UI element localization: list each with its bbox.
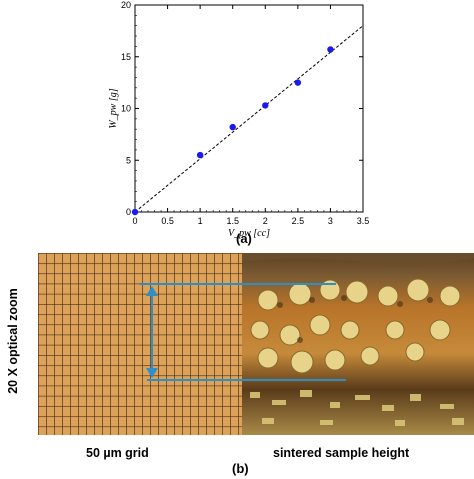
sample-image: [242, 253, 474, 435]
x-tick-label: 2: [263, 216, 268, 226]
x-tick-label: 3: [328, 216, 333, 226]
y-tick-label: 5: [126, 155, 131, 165]
y-tick-label: 15: [121, 52, 131, 62]
grid-caption: 50 µm grid: [86, 446, 149, 460]
x-tick-label: 1.5: [226, 216, 239, 226]
x-tick-label: 2.5: [292, 216, 305, 226]
y-tick-label: 10: [121, 104, 131, 114]
data-point: [229, 123, 236, 131]
height-marker: [140, 283, 346, 381]
data-point: [196, 151, 204, 159]
y-tick-label: 0: [126, 207, 131, 217]
y-tick-label: 20: [121, 0, 131, 10]
x-tick-label: 3.5: [357, 216, 370, 226]
sample-caption: sintered sample height: [273, 446, 410, 460]
data-point: [262, 102, 269, 109]
panel-a-label: (a): [236, 231, 252, 246]
data-point: [131, 208, 139, 216]
x-tick-label: 0: [132, 216, 137, 226]
x-tick-label: 1: [198, 216, 203, 226]
y-axis-label: W_pw [g]: [108, 88, 119, 128]
zoom-side-label: 20 X optical zoom: [6, 288, 20, 394]
data-point: [294, 79, 302, 86]
fit-line: [134, 25, 364, 213]
x-tick-label: 0.5: [161, 216, 174, 226]
panel-b-label: (b): [232, 461, 249, 476]
data-point: [327, 46, 334, 53]
plot-frame: [134, 4, 364, 213]
weight-volume-chart: 0 0.5 1 1.5 2 2.5 3 3.5 0 5 10 15 20 V_pw [cc] W_pw [g…: [108, 0, 370, 239]
x-axis-label: V_pw [cc]: [228, 228, 270, 239]
grid-image: [38, 253, 242, 435]
